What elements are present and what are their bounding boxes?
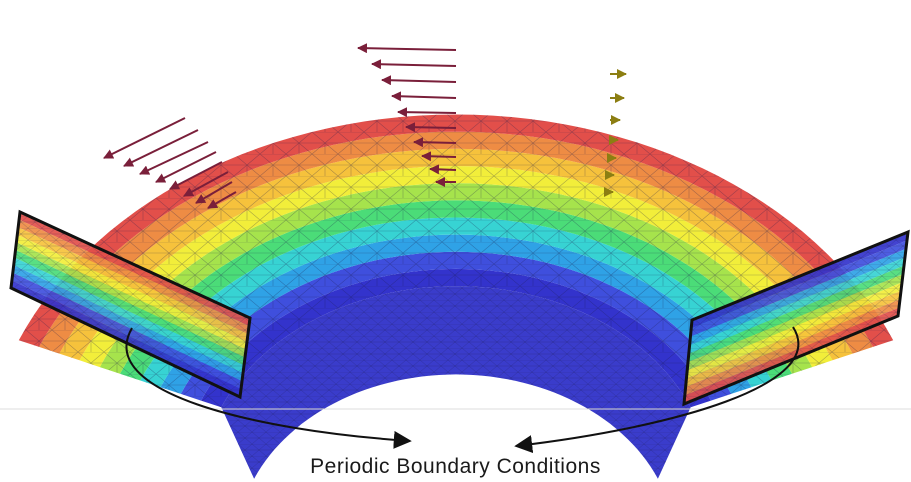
velocity-arrow: [103, 117, 186, 159]
velocity-arrow: [139, 141, 209, 175]
face-mesh: [11, 212, 250, 397]
right-callout-arrow: [514, 326, 800, 454]
velocity-arrow: [405, 122, 457, 133]
inner-cylinder-wall: [221, 286, 691, 479]
velocity-arrow: [357, 43, 457, 54]
velocity-arrow: [421, 151, 457, 162]
face-outline: [9, 209, 252, 400]
velocity-arrow: [183, 171, 229, 197]
left-callout-arrow: [125, 327, 412, 449]
left-periodic-face: [9, 209, 252, 400]
velocity-arrow: [429, 164, 457, 175]
velocity-arrow: [207, 191, 237, 209]
inner-wall-mesh: [221, 286, 691, 479]
velocity-arrow: [195, 181, 233, 204]
velocity-arrow: [155, 151, 217, 183]
velocity-arrow: [371, 59, 457, 70]
face-outline: [682, 229, 910, 407]
face-mesh: [684, 232, 908, 404]
velocity-arrow: [123, 129, 199, 167]
velocity-arrow: [381, 75, 457, 86]
velocity-arrow: [413, 137, 457, 148]
velocity-arrows: [103, 43, 627, 209]
figure-caption: Periodic Boundary Conditions: [310, 455, 601, 478]
velocity-arrow: [169, 161, 223, 190]
velocity-arrow: [397, 107, 457, 118]
velocity-arrow: [391, 91, 457, 102]
